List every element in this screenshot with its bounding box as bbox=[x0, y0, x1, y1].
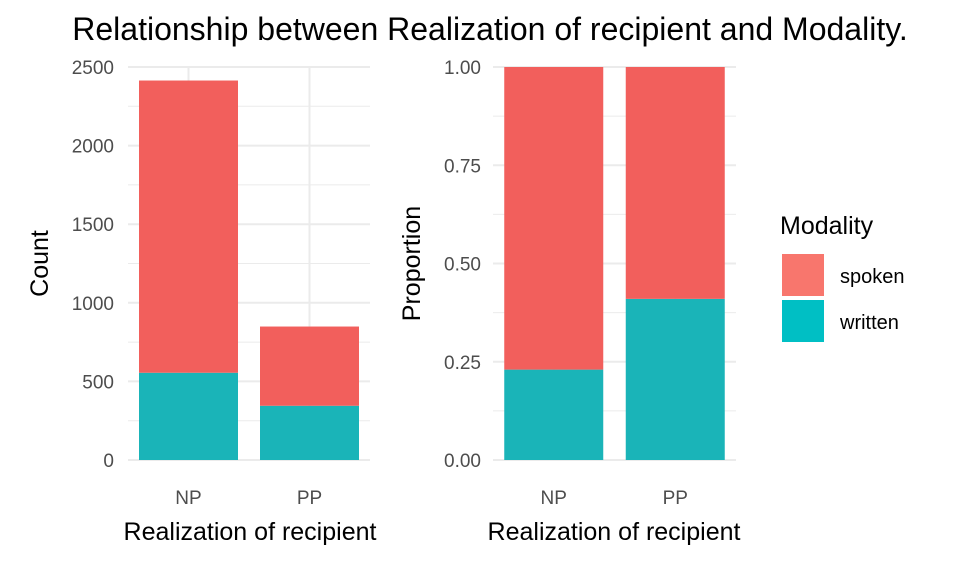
bar-written-NP bbox=[139, 372, 238, 460]
bar-written-PP bbox=[260, 405, 359, 460]
x-axis-title: Realization of recipient bbox=[124, 518, 377, 546]
y-tick-label: 500 bbox=[82, 372, 114, 393]
y-tick-label: 0.50 bbox=[444, 255, 481, 276]
legend-key-written bbox=[782, 300, 824, 342]
legend-label-spoken: spoken bbox=[840, 266, 905, 288]
bar-spoken-NP bbox=[504, 67, 604, 370]
y-tick-label: 1000 bbox=[72, 294, 114, 315]
x-tick-label: PP bbox=[663, 488, 688, 509]
legend-label-written: written bbox=[839, 312, 899, 334]
y-tick-label: 1.00 bbox=[444, 58, 481, 79]
legend-key-spoken bbox=[782, 254, 824, 296]
bar-spoken-PP bbox=[625, 67, 725, 299]
y-tick-label: 0 bbox=[103, 451, 114, 472]
bar-written-NP bbox=[504, 369, 604, 460]
legend-title: Modality bbox=[780, 212, 874, 240]
x-tick-label: NP bbox=[541, 488, 567, 509]
y-tick-label: 0.00 bbox=[444, 451, 481, 472]
count-panel: 0 500 1000 1500 2000 2500 NP PP Realization of r… bbox=[26, 58, 377, 546]
y-tick-label: 2000 bbox=[72, 137, 114, 158]
x-axis-title: Realization of recipient bbox=[488, 518, 741, 546]
y-tick-label: 2500 bbox=[72, 58, 114, 79]
legend: Modality spoken written bbox=[780, 212, 905, 342]
proportion-panel: 0.00 0.25 0.50 0.75 1.00 NP PP Realization of r… bbox=[398, 58, 741, 546]
y-axis-title: Count bbox=[26, 230, 54, 297]
y-tick-label: 1500 bbox=[72, 215, 114, 236]
chart-title: Relationship between Realization of reci… bbox=[72, 11, 907, 47]
x-tick-label: PP bbox=[297, 488, 322, 509]
bar-spoken-PP bbox=[260, 326, 359, 406]
y-tick-label: 0.75 bbox=[444, 156, 481, 177]
y-tick-label: 0.25 bbox=[444, 353, 481, 374]
bar-written-PP bbox=[625, 298, 725, 460]
x-tick-label: NP bbox=[175, 488, 201, 509]
y-axis-title: Proportion bbox=[398, 206, 426, 321]
bar-spoken-NP bbox=[139, 80, 238, 373]
